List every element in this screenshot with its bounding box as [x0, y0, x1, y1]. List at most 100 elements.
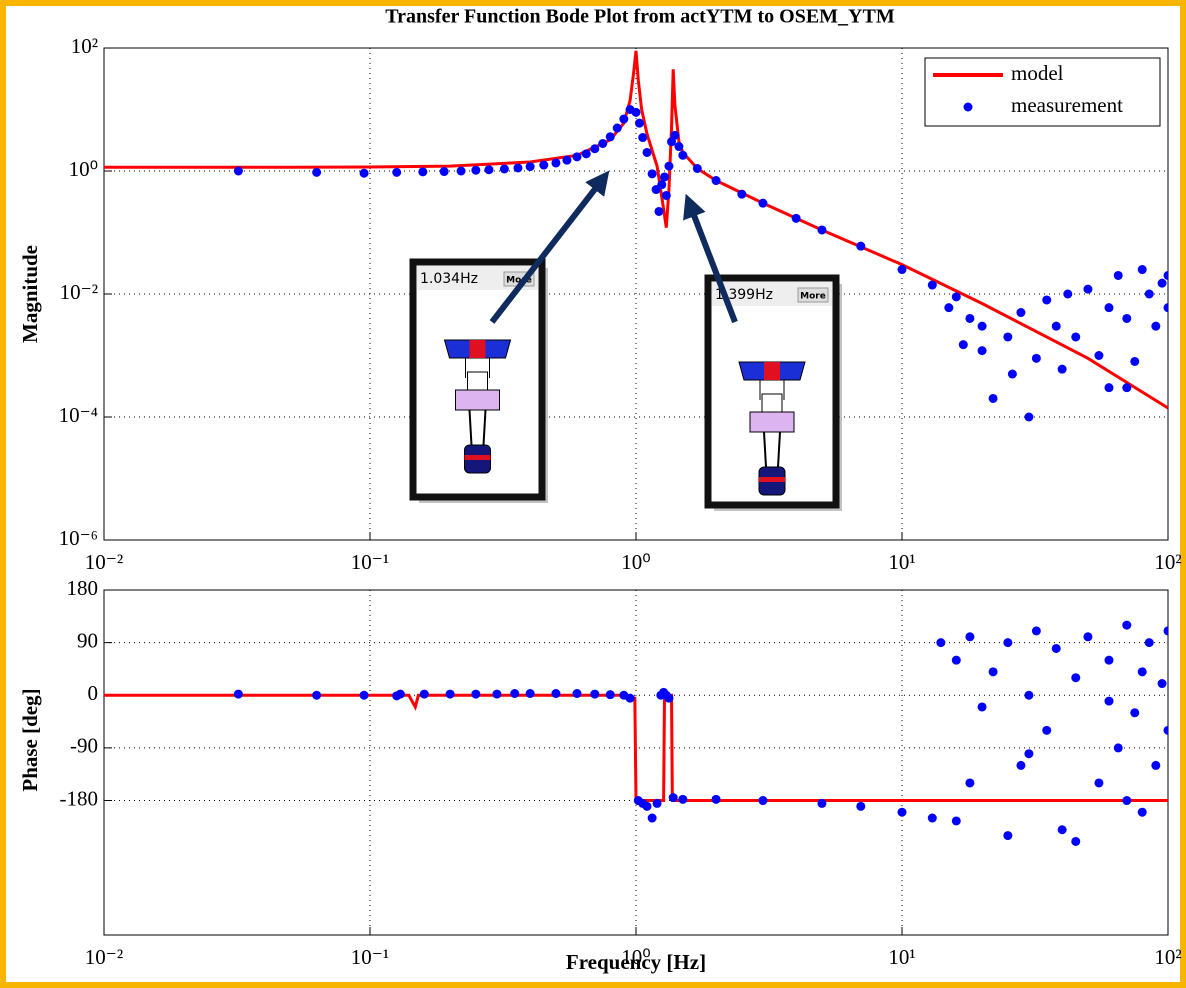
pendulum-stage	[455, 389, 500, 411]
x-tick-label: 10⁰	[621, 550, 650, 574]
measurement-point	[958, 340, 968, 350]
x-tick-label: 10¹	[888, 550, 915, 574]
plot-area	[104, 620, 1168, 846]
pendulum-top-red	[764, 362, 780, 380]
y-tick-label: 10²	[71, 34, 98, 58]
legend-label: model	[1011, 61, 1064, 85]
measurement-point	[1104, 383, 1114, 393]
measurement-point	[654, 206, 664, 216]
measurement-point	[1042, 725, 1052, 735]
x-tick-label: 10²	[1154, 550, 1181, 574]
x-tick-label: 10⁻¹	[351, 945, 389, 969]
legend-dot	[963, 102, 973, 112]
measurement-point	[1163, 725, 1168, 735]
measurement-point	[631, 107, 641, 117]
measurement-point	[965, 778, 975, 788]
y-axis-label: Phase [deg]	[18, 688, 42, 791]
measurement-point	[359, 690, 369, 700]
measurement-point	[638, 133, 648, 143]
measurement-point	[1113, 270, 1123, 280]
measurement-point	[612, 123, 622, 133]
measurement-point	[936, 638, 946, 648]
measurement-point	[484, 165, 494, 175]
x-tick-label: 10¹	[888, 945, 915, 969]
y-tick-label: 180	[67, 576, 99, 600]
measurement-point	[1003, 332, 1013, 342]
measurement-point	[456, 166, 466, 176]
measurement-point	[359, 168, 369, 178]
y-tick-label: 10⁻⁶	[59, 526, 98, 550]
measurement-point	[670, 130, 680, 140]
measurement-point	[1104, 655, 1114, 665]
measurement-point	[1031, 626, 1041, 636]
measurement-point	[312, 690, 322, 700]
measurement-point	[1163, 303, 1168, 313]
inset-frequency: 1.034Hz	[420, 271, 478, 287]
x-tick-label: 10²	[1154, 945, 1181, 969]
plot-frame	[103, 589, 1169, 936]
measurement-point	[1003, 638, 1013, 648]
measurement-point	[692, 163, 702, 173]
measurement-point	[1016, 308, 1026, 318]
measurement-point	[791, 213, 801, 223]
measurement-point	[1122, 313, 1132, 323]
measurement-point	[642, 801, 652, 811]
measurement-point	[678, 794, 688, 804]
measurement-point	[590, 144, 600, 154]
measurement-point	[562, 155, 572, 165]
measurement-point	[758, 198, 768, 208]
measurement-point	[445, 689, 455, 699]
measurement-point	[817, 225, 827, 235]
measurement-point	[392, 167, 402, 177]
pendulum-cables	[763, 431, 781, 468]
measurement-point	[233, 689, 243, 699]
measurement-point	[1083, 632, 1093, 642]
measurement-point	[927, 813, 937, 823]
measurement-point	[711, 794, 721, 804]
measurement-point	[1024, 749, 1034, 759]
y-tick-label: -90	[70, 734, 98, 758]
more-button	[797, 287, 829, 303]
test-mass-stripe	[464, 455, 491, 460]
inset-frequency: 1.399Hz	[715, 287, 773, 303]
pendulum-mass	[467, 371, 488, 391]
measurement-point	[492, 689, 502, 699]
chart-title: Transfer Function Bode Plot from actYTM …	[385, 6, 895, 28]
measurement-point	[1031, 353, 1041, 363]
measurement-point	[1137, 807, 1147, 817]
measurement-point	[678, 150, 688, 160]
pendulum-cables	[468, 409, 487, 446]
measurement-point	[817, 798, 827, 808]
y-tick-label: 10⁰	[69, 157, 98, 181]
measurement-point	[605, 690, 615, 700]
measurement-point	[605, 132, 615, 142]
measurement-point	[674, 142, 684, 152]
measurement-point	[590, 689, 600, 699]
measurement-point	[1104, 303, 1114, 313]
measurement-point	[1083, 284, 1093, 294]
legend-label: measurement	[1011, 93, 1123, 117]
measurement-point	[1104, 696, 1114, 706]
measurement-point	[572, 689, 582, 698]
measurement-point	[1094, 778, 1104, 788]
x-tick-label: 10⁰	[621, 945, 650, 969]
measurement-point	[572, 152, 582, 162]
measurement-point	[737, 189, 747, 199]
measurement-point	[581, 149, 591, 159]
measurement-point	[1024, 412, 1034, 422]
measurement-point	[927, 280, 937, 290]
x-axis-label: Frequency [Hz]	[566, 950, 706, 974]
measurement-point	[977, 321, 987, 331]
test-mass-stripe	[759, 477, 785, 482]
measurement-point	[619, 114, 629, 124]
y-axis-label: Magnitude	[18, 245, 42, 343]
y-tick-label: 0	[88, 681, 99, 705]
more-button-label: More	[506, 276, 532, 286]
measurement-point	[551, 158, 561, 168]
measurement-point	[1137, 667, 1147, 677]
measurement-point	[664, 161, 674, 171]
measurement-point	[551, 689, 561, 698]
y-tick-label: -180	[60, 786, 99, 810]
measurement-point	[856, 241, 866, 251]
